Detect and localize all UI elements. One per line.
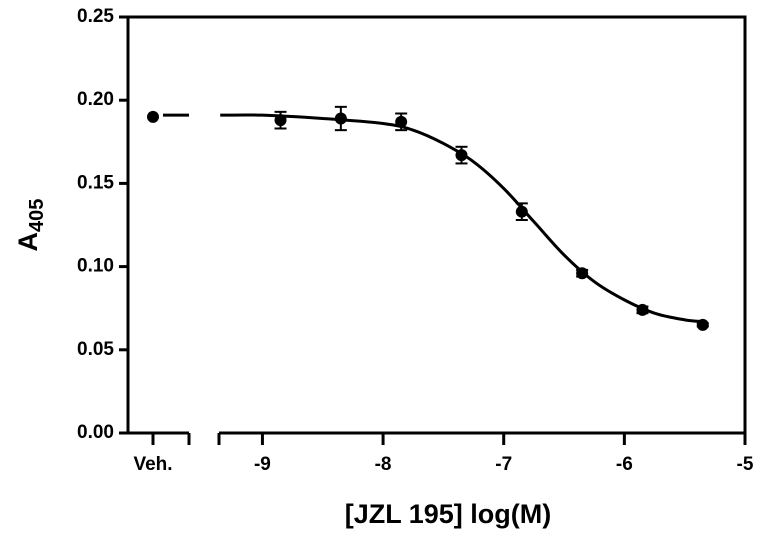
x-tick-label: -6	[616, 454, 633, 475]
vehicle-point	[147, 110, 159, 123]
x-tick-label: -9	[254, 454, 271, 475]
y-tick-label: 0.05	[77, 339, 114, 360]
y-tick-label: 0.20	[77, 89, 114, 110]
data-point	[696, 318, 709, 331]
x-tick-label: -5	[737, 454, 754, 475]
y-axis-title-main: A	[13, 232, 43, 252]
data-point	[636, 303, 649, 316]
x-tick-label: -7	[495, 454, 512, 475]
y-axis-title: A405	[13, 199, 48, 252]
x-tick-label: Veh.	[133, 454, 172, 475]
data-point	[334, 112, 347, 125]
y-tick-label: 0.15	[77, 172, 114, 193]
y-tick-label: 0.25	[77, 6, 114, 27]
x-tick-label: -8	[375, 454, 392, 475]
x-axis-title: [JZL 195] log(M)	[345, 499, 552, 529]
y-axis-title-subscript: 405	[26, 199, 48, 232]
data-point	[395, 115, 408, 128]
y-tick-label: 0.00	[77, 422, 114, 443]
data-point	[274, 114, 287, 127]
data-point	[576, 267, 589, 280]
data-point	[515, 205, 528, 218]
y-tick-label: 0.10	[77, 256, 114, 277]
data-point	[455, 149, 468, 162]
